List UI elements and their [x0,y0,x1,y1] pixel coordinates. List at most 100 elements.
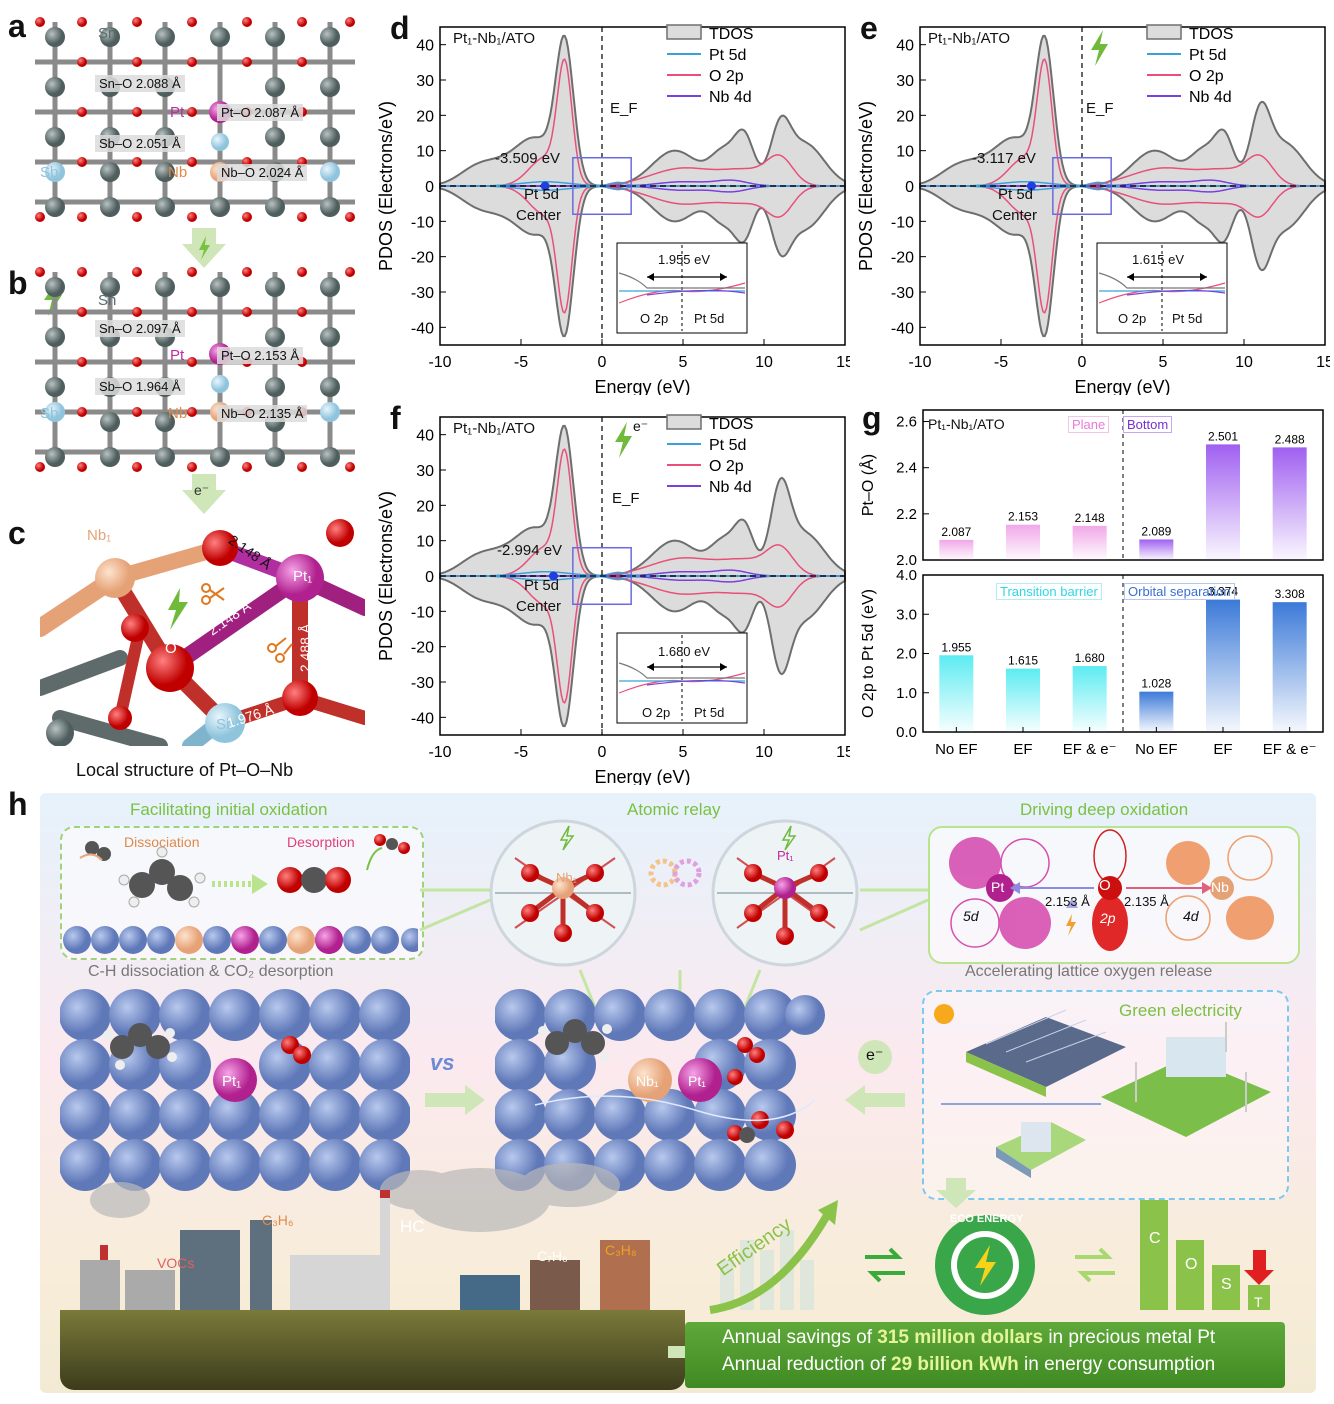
x-tick-label: 10 [755,744,773,761]
x-axis-label: Energy (eV) [594,377,690,395]
x-tick-label: 15 [1316,354,1330,371]
bar-value-label: 1.615 [1008,654,1038,668]
legend-label: TDOS [1189,26,1233,43]
y-tick-label: 10 [416,144,434,161]
savings-banner [685,1322,1285,1388]
y-axis-label: PDOS (Electrons/eV) [856,101,876,271]
y-tick-label: -30 [411,675,434,692]
x-tick-label: 5 [1159,354,1168,371]
y-tick-label: 2.0 [896,646,917,663]
e-center-value: -3.117 eV [972,150,1036,167]
x-tick-label: EF [1213,741,1232,758]
legend-label: O 2p [709,458,744,475]
renewable-energy-illustration [934,1004,1271,1178]
section-title-atomic-relay: Atomic relay [627,800,721,819]
bar-value-label: 2.148 [1075,511,1105,525]
bar [1139,539,1174,560]
inset-tdos [618,272,745,289]
bar-value-label: 2.488 [1275,432,1305,446]
legend-label: Nb 4d [1189,89,1232,106]
atom-label-sn: Sn [98,25,117,42]
bond-label: Pt–O 2.153 Å [217,347,304,364]
y-axis-label: PDOS (Electrons/eV) [376,101,396,271]
y-tick-label: -40 [891,320,914,337]
atom-label-sb: Sb [216,716,235,733]
atom-label-nb1: Nb₁ [87,527,112,544]
arrow-down-icon [182,228,226,268]
panel-label-d: d [390,10,410,46]
y-tick-label: -20 [411,250,434,267]
bar [1272,447,1307,560]
zoom-box [572,546,632,606]
cost-letter: T [1254,1294,1263,1310]
fermi-label: E_F [610,100,638,117]
y-tick-label: 2.4 [896,460,917,477]
legend-label: TDOS [709,26,753,43]
scissors-icon [201,583,225,605]
legend-label: TDOS [709,416,753,433]
lightning-icon [168,588,188,630]
legend-label: Pt 5d [1189,47,1226,64]
tag-plane: Plane [1068,416,1110,433]
zoom-box [572,156,632,216]
x-tick-label: 5 [679,744,688,761]
bond-label: Sn–O 2.097 Å [95,320,185,337]
y-tick-label: 30 [416,73,434,90]
atom-label-sb: Sb [40,405,59,422]
scissors-icon [267,637,293,663]
electron-label: e⁻ [180,587,194,601]
x-tick-label: -10 [428,354,451,371]
chart-title: Pt₁-Nb₁/ATO [453,30,536,47]
dissociation-label: Dissociation [124,834,200,850]
f-center-label2: Center [516,598,562,615]
section-title-initial-oxidation: Facilitating initial oxidation [130,800,328,819]
bar [1072,666,1107,732]
x-tick-label: No EF [935,741,978,758]
c3h6-label: C₃H₆ [262,1212,294,1228]
orbital-diagram [949,829,1274,951]
inset-tdos [1098,272,1225,289]
y-tick-label: -30 [411,285,434,302]
orbital-4d-label: 4d [1183,908,1199,924]
y-axis-label: PDOS (Electrons/eV) [376,491,396,661]
bar [1139,691,1174,732]
bar [1206,599,1240,732]
pt1-surface-label: Pt₁ [222,1073,242,1090]
bond-label: Sb–O 1.964 Å [95,378,185,395]
y-tick-label: 4.0 [896,567,917,584]
inset-nb4d [646,289,746,296]
atom-label-pt1: Pt₁ [293,568,313,585]
vocs-label: VOCs [157,1255,195,1271]
e-center-label2: Center [992,207,1038,224]
x-tick-label: EF & e⁻ [1263,741,1317,758]
bond-label: Nb–O 2.024 Å [217,164,308,181]
ch-dissociation-caption: C-H dissociation & CO₂ desorption [88,963,334,980]
local-structure-c [40,518,365,746]
vs-label: vs [430,1050,455,1075]
tdos-spin-up [439,34,846,187]
tdos-spin-down [439,185,846,338]
bond-label: Sn–O 2.088 Å [95,75,185,92]
pt5d-center-marker [540,181,550,191]
lightning-icon [1091,30,1108,66]
x-axis-label: Energy (eV) [1074,377,1170,395]
inset-nb4d [646,679,746,686]
pdos-chart-d: -10 -5 0 5 10 15 -40 -30 -20 -10 0 10 20 30 40 Energy (… [376,24,850,395]
arrow-down-icon [936,1178,976,1208]
f-center-value: -2.994 eV [497,542,563,559]
x-tick-label: No EF [1135,741,1178,758]
inset-o-label: O 2p [640,311,669,326]
atom-label-sb: Sb [40,164,59,181]
tag-transition: Transition barrier [996,583,1102,600]
atom-label-pt: Pt [170,104,185,121]
inset-o-label: O 2p [1118,311,1147,326]
cost-letter: S [1221,1276,1232,1293]
bond-length-label: 2.488 Å [297,623,314,673]
y-tick-label: -30 [891,285,914,302]
c3h8-label: C₃H₈ [605,1242,637,1258]
chart-title: Pt₁-Nb₁/ATO [453,420,536,437]
bar-value-label: 2.501 [1208,429,1238,443]
section-title-deep-oxidation: Driving deep oxidation [1020,800,1189,819]
electron-label: e⁻ [633,418,649,434]
x-tick-label: 10 [1235,354,1253,371]
